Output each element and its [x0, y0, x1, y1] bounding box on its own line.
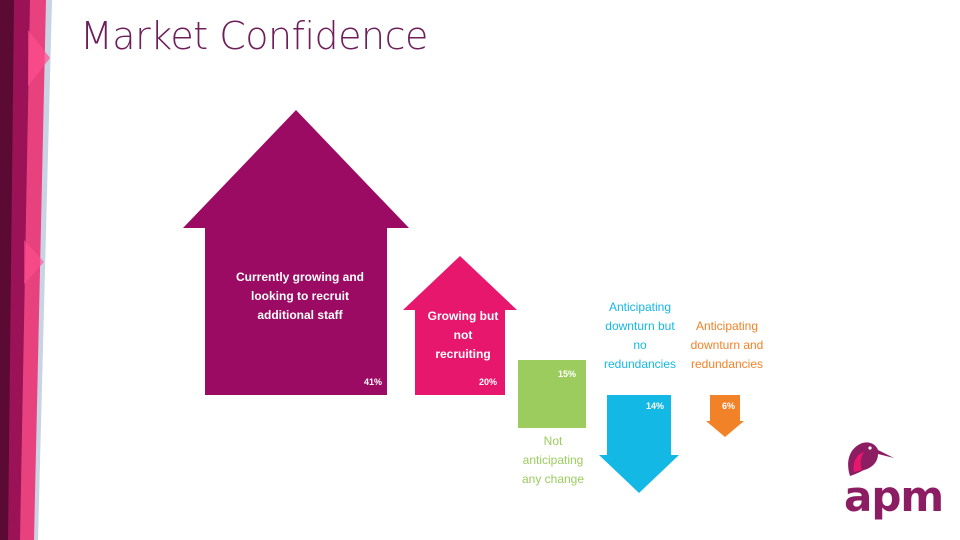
decor-stripe-dark — [0, 0, 14, 540]
arrow-downturn-redundancies — [706, 395, 744, 437]
decor-triangle-2 — [24, 240, 44, 284]
value-label-downturn-redundancies: 6% — [722, 401, 736, 411]
heron-bird-icon — [848, 442, 894, 476]
page-title: Market Confidence — [80, 14, 428, 58]
apm-logo: apm — [844, 472, 944, 521]
label-growing-not-recruit: Growing but not recruiting — [427, 309, 499, 361]
label-growing-recruit: Currently growing and looking to recruit… — [235, 270, 364, 322]
label-downturn-no-redundancies: Anticipating downturn but no redundancie… — [603, 300, 677, 371]
value-label-no-change: 15% — [558, 369, 577, 379]
decor-triangle-1 — [28, 30, 50, 86]
arrow-growing-not-recruit — [403, 256, 517, 395]
bar-no-change — [518, 360, 586, 428]
label-no-change: Not anticipating any change — [521, 434, 585, 486]
value-label-downturn-no-redundancies: 14% — [646, 401, 665, 411]
label-downturn-redundancies: Anticipating downturn and redundancies — [690, 319, 764, 371]
arrow-growing-recruit — [183, 110, 409, 396]
value-label-growing-recruit: 41% — [364, 377, 383, 387]
arrow-downturn-no-redundancies — [599, 395, 679, 493]
value-label-growing-not-recruit: 20% — [479, 377, 498, 387]
